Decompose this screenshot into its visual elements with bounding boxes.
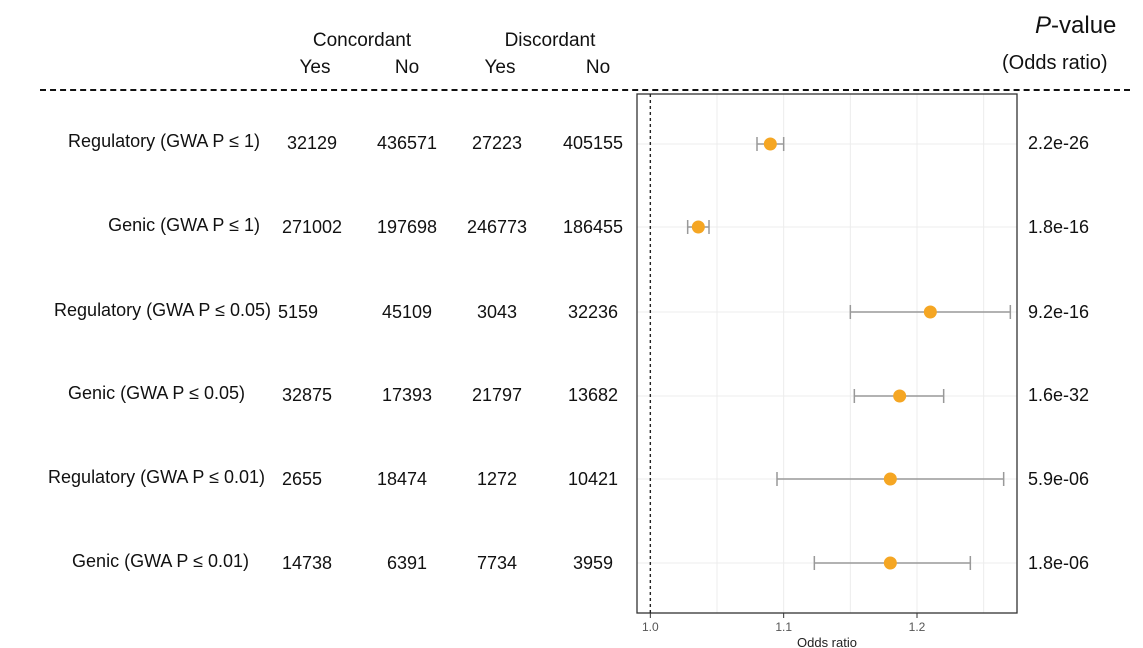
estimate-point: [763, 137, 777, 151]
row-label: Genic (GWA P ≤ 0.05): [68, 383, 245, 403]
cell-discordant-yes: 3043: [476, 302, 518, 322]
plot-frame: [636, 93, 1018, 614]
estimate-point: [923, 305, 937, 319]
cell-concordant-yes: 2655: [281, 469, 323, 489]
header-divider: [40, 89, 1130, 91]
cell-concordant-no: 436571: [376, 133, 438, 153]
header-concordant: Concordant: [312, 30, 412, 51]
pvalue-cell: 2.2e-26: [1028, 133, 1090, 153]
estimate-point: [893, 389, 907, 403]
row-label: Regulatory (GWA P ≤ 0.05): [54, 300, 271, 320]
x-tick-label: 1.0: [642, 620, 659, 634]
x-tick-label: 1.2: [909, 620, 926, 634]
x-axis-label: Odds ratio: [797, 635, 857, 648]
cell-concordant-no: 6391: [386, 553, 428, 573]
cell-discordant-no: 3959: [572, 553, 614, 573]
cell-discordant-yes: 7734: [476, 553, 518, 573]
cell-discordant-no: 32236: [567, 302, 619, 322]
pvalue-title-rest: -value: [1051, 12, 1117, 39]
row-label: Regulatory (GWA P ≤ 1): [68, 131, 260, 151]
pvalue-cell: 1.6e-32: [1028, 385, 1090, 405]
estimate-point: [691, 220, 705, 234]
cell-discordant-no: 186455: [562, 217, 624, 237]
pvalue-subtitle: (Odds ratio): [1002, 52, 1108, 74]
cell-concordant-yes: 5159: [277, 302, 319, 322]
cell-concordant-no: 18474: [376, 469, 428, 489]
cell-concordant-no: 197698: [376, 217, 438, 237]
header-discordant-yes: Yes: [484, 57, 516, 78]
cell-concordant-yes: 32129: [286, 133, 338, 153]
pvalue-title-italic: P: [1035, 12, 1052, 39]
cell-discordant-yes: 21797: [471, 385, 523, 405]
cell-discordant-yes: 27223: [471, 133, 523, 153]
pvalue-cell: 9.2e-16: [1028, 302, 1090, 322]
header-discordant: Discordant: [504, 30, 596, 51]
row-label: Genic (GWA P ≤ 1): [108, 215, 260, 235]
pvalue-cell: 5.9e-06: [1028, 469, 1090, 489]
cell-concordant-no: 45109: [381, 302, 433, 322]
row-label: Genic (GWA P ≤ 0.01): [72, 551, 249, 571]
cell-discordant-yes: 246773: [466, 217, 528, 237]
header-discordant-no: No: [585, 57, 611, 78]
row-label: Regulatory (GWA P ≤ 0.01): [48, 467, 265, 487]
cell-discordant-no: 13682: [567, 385, 619, 405]
cell-discordant-no: 10421: [567, 469, 619, 489]
cell-discordant-no: 405155: [562, 133, 624, 153]
header-concordant-no: No: [394, 57, 420, 78]
cell-concordant-no: 17393: [381, 385, 433, 405]
cell-concordant-yes: 271002: [281, 217, 343, 237]
pvalue-cell: 1.8e-06: [1028, 553, 1090, 573]
x-tick-label: 1.1: [775, 620, 792, 634]
estimate-point: [883, 472, 897, 486]
pvalue-title: P-value: [1035, 12, 1116, 40]
cell-concordant-yes: 14738: [281, 553, 333, 573]
header-concordant-yes: Yes: [299, 57, 331, 78]
cell-concordant-yes: 32875: [281, 385, 333, 405]
pvalue-cell: 1.8e-16: [1028, 217, 1090, 237]
estimate-point: [883, 556, 897, 570]
cell-discordant-yes: 1272: [476, 469, 518, 489]
